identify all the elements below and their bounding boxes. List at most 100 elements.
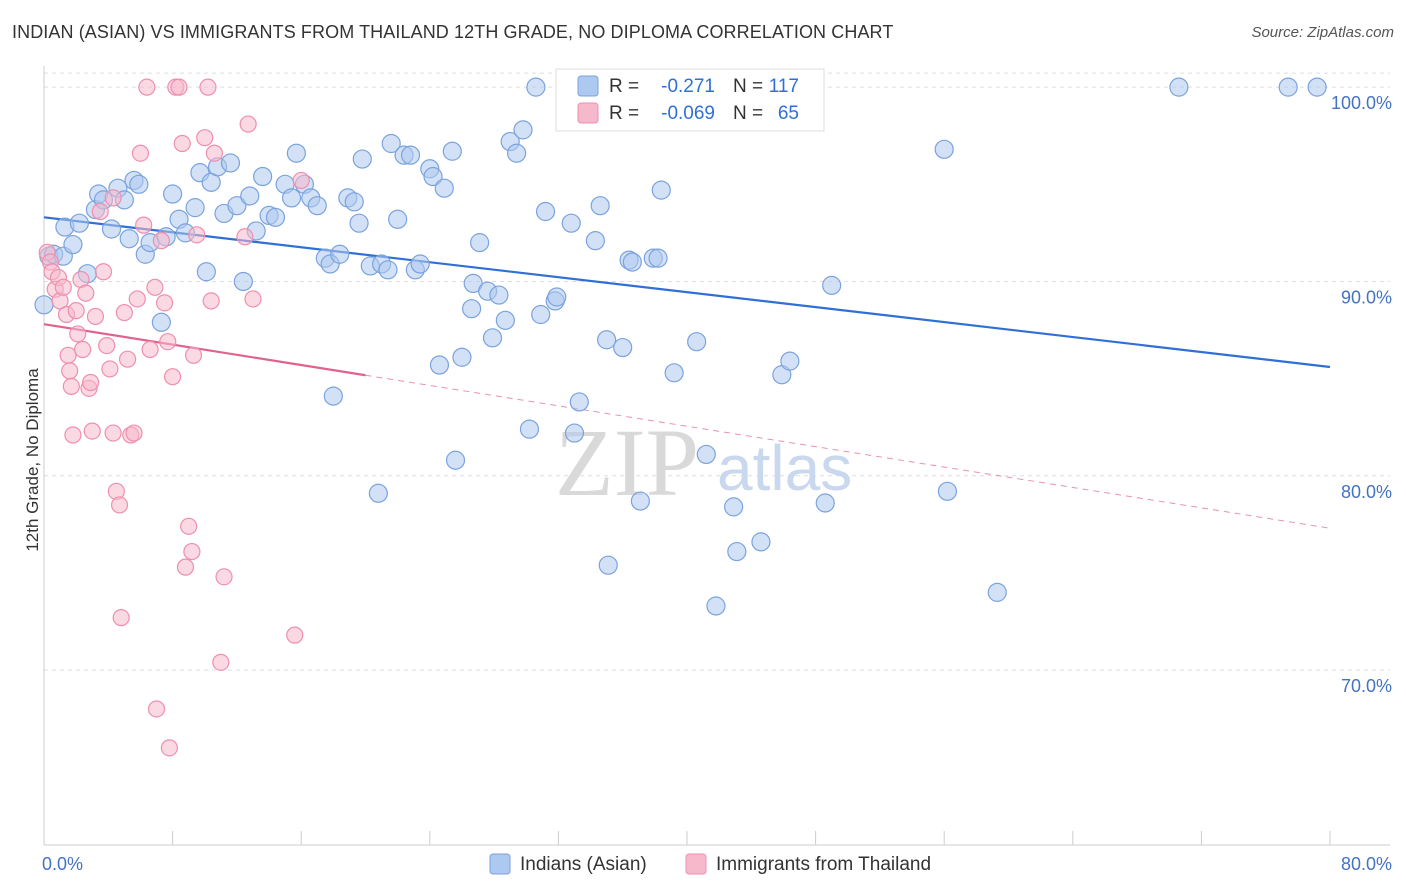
point-thailand-18 [82,373,100,392]
point-thailand-59 [239,115,257,133]
y-tick-label-90: 90.0% [1341,287,1392,307]
point-indians-30 [220,153,241,173]
legend-bottom-label-blue: Indians (Asian) [520,854,647,875]
legend-top-box [555,68,825,132]
point-indians-73 [482,328,503,348]
point-indians-79 [519,419,540,439]
point-thailand-39 [147,700,166,718]
legend-bottom: Indians (Asian) Immigrants from Thailand [489,853,931,875]
point-indians-21 [163,184,183,204]
point-indians-103 [724,497,744,517]
point-thailand-54 [202,292,220,310]
point-indians-6 [69,213,89,233]
point-thailand-25 [104,424,122,442]
point-thailand-13 [69,325,87,343]
point-thailand-61 [286,626,304,644]
point-indians-57 [388,209,408,229]
point-thailand-56 [212,653,230,671]
point-indians-75 [495,310,515,330]
point-indians-92 [613,337,633,358]
point-thailand-37 [141,340,159,359]
point-indians-110 [822,275,842,295]
point-thailand-34 [131,144,150,162]
point-indians-49 [344,192,364,212]
point-thailand-8 [59,346,77,364]
source-credit: Source: ZipAtlas.com [1251,24,1394,41]
point-thailand-22 [94,263,113,281]
legend-r-label-2: R = [609,103,639,124]
series-indians-asian [34,77,1327,616]
point-indians-102 [706,596,726,616]
point-thailand-24 [101,360,119,378]
point-indians-43 [307,196,327,216]
point-indians-71 [470,233,490,253]
point-indians-98 [651,180,671,200]
point-indians-109 [815,493,835,513]
point-indians-40 [286,143,306,163]
y-tick-label-80: 80.0% [1341,482,1392,502]
point-thailand-46 [170,78,188,96]
point-indians-95 [630,491,650,511]
legend-bottom-swatch-pink [685,853,707,875]
point-indians-69 [461,299,482,319]
point-thailand-30 [118,350,137,368]
point-thailand-40 [152,232,170,250]
trend-lines [43,216,1331,529]
point-indians-51 [352,149,372,169]
point-thailand-21 [91,202,109,221]
point-indians-66 [442,141,462,161]
point-thailand-51 [188,226,206,244]
point-thailand-43 [160,739,178,757]
point-indians-89 [590,196,610,216]
point-indians-64 [429,355,450,375]
point-indians-19 [151,312,171,332]
point-thailand-47 [173,134,191,153]
point-indians-100 [687,332,707,352]
point-indians-111 [934,139,954,159]
point-thailand-50 [183,542,201,561]
legend-bottom-swatch-blue [489,853,511,875]
point-indians-35 [253,166,273,187]
point-thailand-12 [67,302,85,320]
y-tick-label-70: 70.0% [1341,676,1392,696]
chart-title: INDIAN (ASIAN) VS IMMIGRANTS FROM THAILA… [12,22,894,42]
point-indians-101 [696,444,716,465]
legend-n-label-1: N = [733,76,763,97]
point-indians-16 [129,174,149,194]
point-thailand-58 [236,228,254,246]
point-indians-33 [240,186,260,206]
point-thailand-62 [292,171,310,190]
point-indians-90 [597,330,617,350]
point-thailand-32 [125,424,143,442]
x-tick-label-min: 0.0% [42,854,83,874]
point-indians-31 [227,196,247,216]
point-thailand-44 [164,368,182,386]
point-indians-26 [196,262,216,282]
point-thailand-57 [215,568,233,586]
point-indians-63 [423,166,443,187]
point-indians-86 [564,423,585,443]
point-thailand-55 [205,144,223,162]
legend-top: R = -0.271 N = 117 R = -0.069 N = 65 [555,68,825,132]
point-indians-65 [434,178,454,198]
point-indians-97 [648,248,668,268]
point-thailand-48 [176,558,195,576]
trend-line-thailand-solid [43,323,366,377]
point-indians-68 [452,347,472,367]
grid-lines [44,72,1390,671]
point-indians-77 [507,143,527,163]
point-thailand-6 [54,278,72,296]
point-thailand-27 [110,496,129,514]
point-indians-24 [185,198,205,218]
tick-labels: 70.0% 80.0% 90.0% 100.0% 0.0% 80.0% [42,93,1392,874]
legend-r-label-1: R = [609,76,639,97]
point-indians-5 [63,234,83,255]
point-indians-61 [410,254,430,274]
y-tick-label-100: 100.0% [1331,93,1392,113]
point-indians-91 [598,555,618,575]
point-thailand-19 [83,422,101,440]
point-indians-114 [1169,77,1189,97]
point-thailand-28 [112,609,130,627]
point-indians-47 [330,244,350,264]
point-indians-108 [780,351,800,371]
